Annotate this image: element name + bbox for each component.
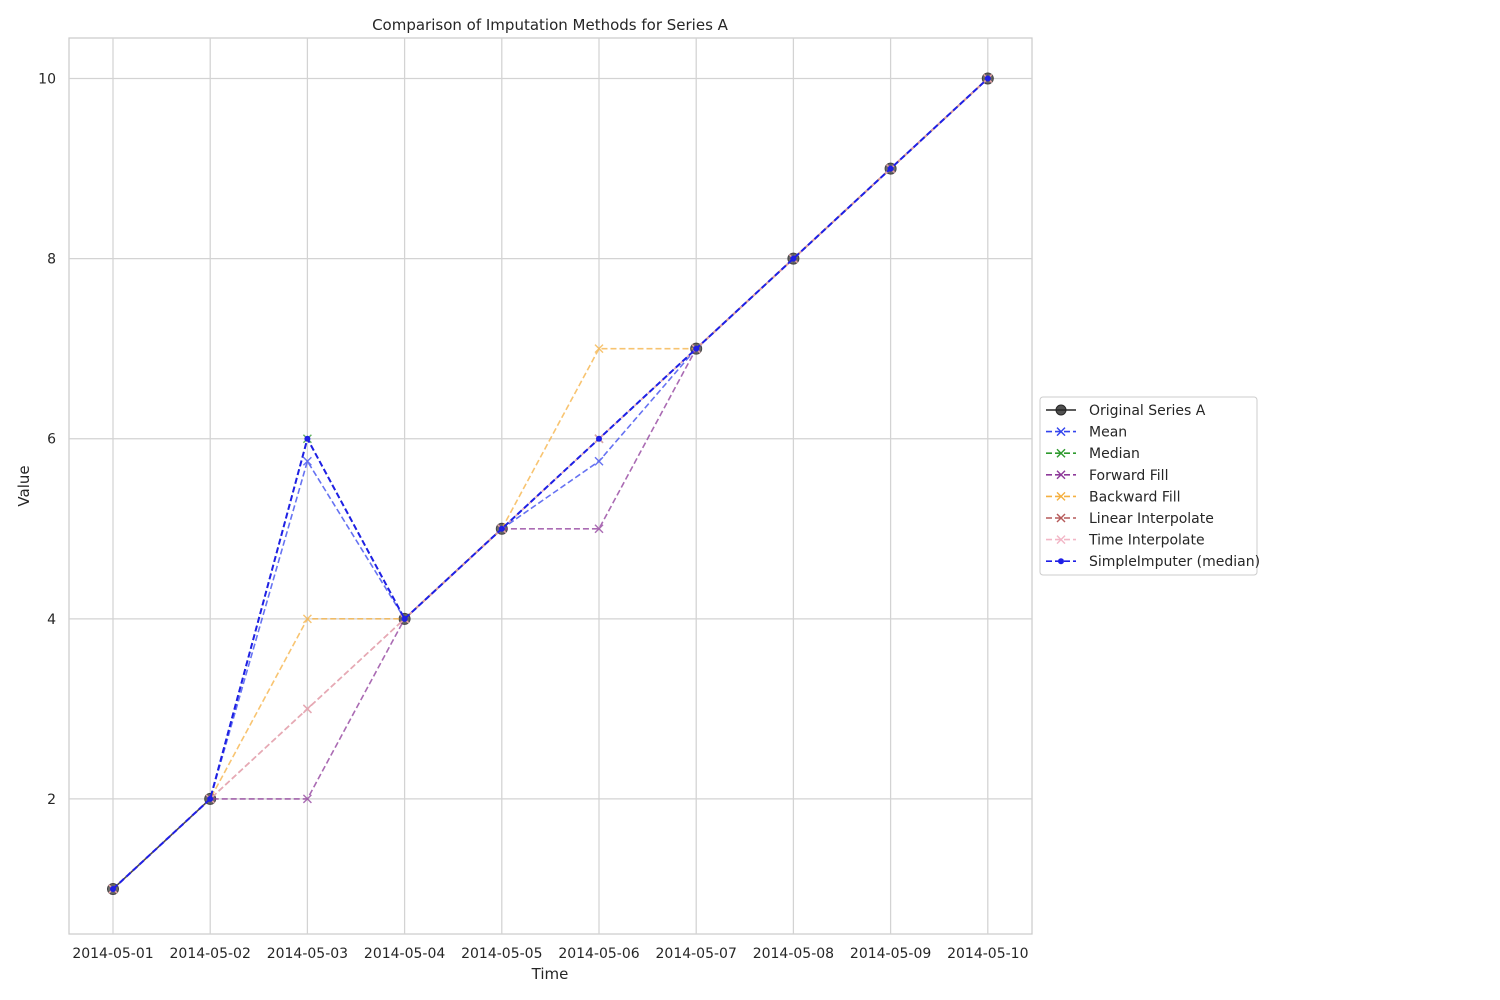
x-tick-label: 2014-05-03	[267, 946, 348, 962]
legend-marker	[1056, 513, 1066, 523]
data-point	[594, 344, 604, 354]
x-marker-stroke	[1056, 491, 1066, 501]
grid-lines	[69, 38, 1032, 934]
legend-marker	[1056, 470, 1066, 480]
y-tick-label: 2	[47, 792, 56, 808]
legend-marker	[1056, 535, 1066, 545]
x-marker-stroke	[302, 614, 312, 624]
legend-item: SimpleImputer (median)	[1046, 554, 1260, 570]
legend-marker	[1056, 491, 1066, 501]
x-tick-label: 2014-05-04	[364, 946, 445, 962]
data-point	[302, 794, 312, 804]
y-tick-label: 6	[47, 432, 56, 448]
x-axis-title: Time	[531, 965, 569, 983]
legend-item: Backward Fill	[1046, 489, 1181, 505]
x-tick-label: 2014-05-02	[170, 946, 251, 962]
x-marker-stroke	[1056, 448, 1066, 458]
x-marker-stroke	[302, 704, 312, 714]
x-marker-stroke	[1056, 513, 1066, 523]
x-marker-stroke	[302, 794, 312, 804]
y-axis-title: Value	[15, 465, 33, 506]
legend-item: Mean	[1046, 425, 1127, 441]
legend-marker	[1056, 427, 1066, 437]
y-tick-label: 8	[47, 252, 56, 268]
data-point	[693, 345, 700, 352]
data-point	[790, 255, 797, 262]
legend-label: Median	[1089, 446, 1140, 462]
x-marker-stroke	[302, 456, 312, 466]
legend-label: SimpleImputer (median)	[1089, 554, 1260, 570]
legend-box	[1039, 396, 1258, 576]
series-simpleimputer-median-	[110, 75, 991, 892]
x-tick-label: 2014-05-07	[656, 946, 737, 962]
data-point	[207, 795, 214, 802]
x-tick-label: 2014-05-05	[461, 946, 542, 962]
x-marker-stroke	[1056, 535, 1066, 545]
data-point	[302, 704, 312, 714]
x-tick-label: 2014-05-06	[558, 946, 639, 962]
series-layer	[107, 72, 994, 895]
legend-label: Forward Fill	[1089, 468, 1168, 484]
chart-title: Comparison of Imputation Methods for Ser…	[372, 16, 729, 34]
legend-marker	[1056, 448, 1066, 458]
data-point	[401, 615, 408, 622]
x-axis-ticks: 2014-05-01 2014-05-02 2014-05-03 2014-05-04…	[72, 946, 1028, 962]
data-point	[984, 75, 991, 82]
data-point	[110, 885, 116, 892]
data-point	[302, 614, 312, 624]
x-marker-stroke	[594, 344, 604, 354]
legend-marker	[1055, 404, 1067, 416]
y-tick-label: 10	[38, 72, 56, 88]
legend-label: Backward Fill	[1089, 489, 1181, 505]
data-point	[594, 456, 604, 466]
legend-label: Linear Interpolate	[1089, 511, 1214, 527]
legend-marker	[1058, 558, 1064, 565]
legend-label: Time Interpolate	[1088, 533, 1205, 549]
legend-item: Time Interpolate	[1046, 533, 1205, 549]
legend-label: Original Series A	[1089, 403, 1206, 419]
data-point	[887, 165, 894, 172]
legend-item: Forward Fill	[1046, 468, 1168, 484]
data-point	[304, 435, 311, 442]
legend-item: Original Series A	[1046, 403, 1206, 419]
legend-label: Mean	[1089, 425, 1127, 441]
legend: Original Series A Mean Median Forward Fill B…	[1039, 396, 1260, 576]
y-axis-ticks: 2 4 6 8 10	[38, 72, 56, 808]
data-point	[594, 524, 604, 534]
series-line	[112, 77, 989, 890]
x-tick-label: 2014-05-10	[947, 946, 1028, 962]
y-tick-label: 4	[47, 612, 56, 628]
data-point	[302, 456, 312, 466]
x-tick-label: 2014-05-09	[850, 946, 931, 962]
x-marker-stroke	[594, 524, 604, 534]
legend-item: Median	[1046, 446, 1140, 462]
legend-item: Linear Interpolate	[1046, 511, 1214, 527]
series-line	[112, 77, 989, 890]
data-point	[596, 435, 602, 442]
x-marker-stroke	[594, 456, 604, 466]
x-marker-stroke	[1056, 427, 1066, 437]
x-tick-label: 2014-05-01	[72, 946, 153, 962]
data-point	[498, 525, 505, 532]
x-marker-stroke	[1056, 470, 1066, 480]
x-tick-label: 2014-05-08	[753, 946, 834, 962]
